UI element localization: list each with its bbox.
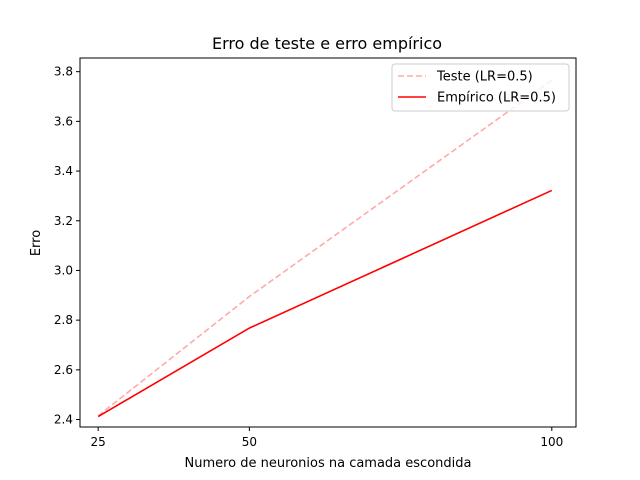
x-tick-label: 50 <box>242 435 257 449</box>
x-tick-label: 100 <box>540 435 563 449</box>
legend-box <box>391 63 570 112</box>
y-tick-label: 2.8 <box>54 313 73 327</box>
y-tick-label: 3.6 <box>54 114 73 128</box>
x-axis-label: Numero de neuronios na camada escondida <box>185 456 472 471</box>
y-tick-label: 2.6 <box>54 363 73 377</box>
legend: Teste (LR=0.5) Empírico (LR=0.5) <box>391 63 570 112</box>
series-line-1 <box>97 79 553 417</box>
legend-label: Teste (LR=0.5) <box>436 70 533 85</box>
y-tick-label: 3.8 <box>54 65 73 79</box>
plot-frame <box>79 57 577 428</box>
y-tick-label: 3.2 <box>54 214 73 228</box>
chart-title: Erro de teste e erro empírico <box>212 34 442 53</box>
series-line-2 <box>97 189 553 418</box>
series-layer <box>97 79 553 418</box>
ticks-layer: 25 50 100 2.4 2.6 2.8 3.0 3.2 3.4 3.6 3.8 <box>54 65 563 449</box>
y-tick-label: 3.4 <box>54 164 73 178</box>
x-tick-label: 25 <box>91 435 106 449</box>
y-axis-label: Erro <box>29 230 44 256</box>
y-tick-label: 3.0 <box>54 263 73 277</box>
legend-label: Empírico (LR=0.5) <box>437 91 556 106</box>
y-tick-label: 2.4 <box>54 413 73 427</box>
